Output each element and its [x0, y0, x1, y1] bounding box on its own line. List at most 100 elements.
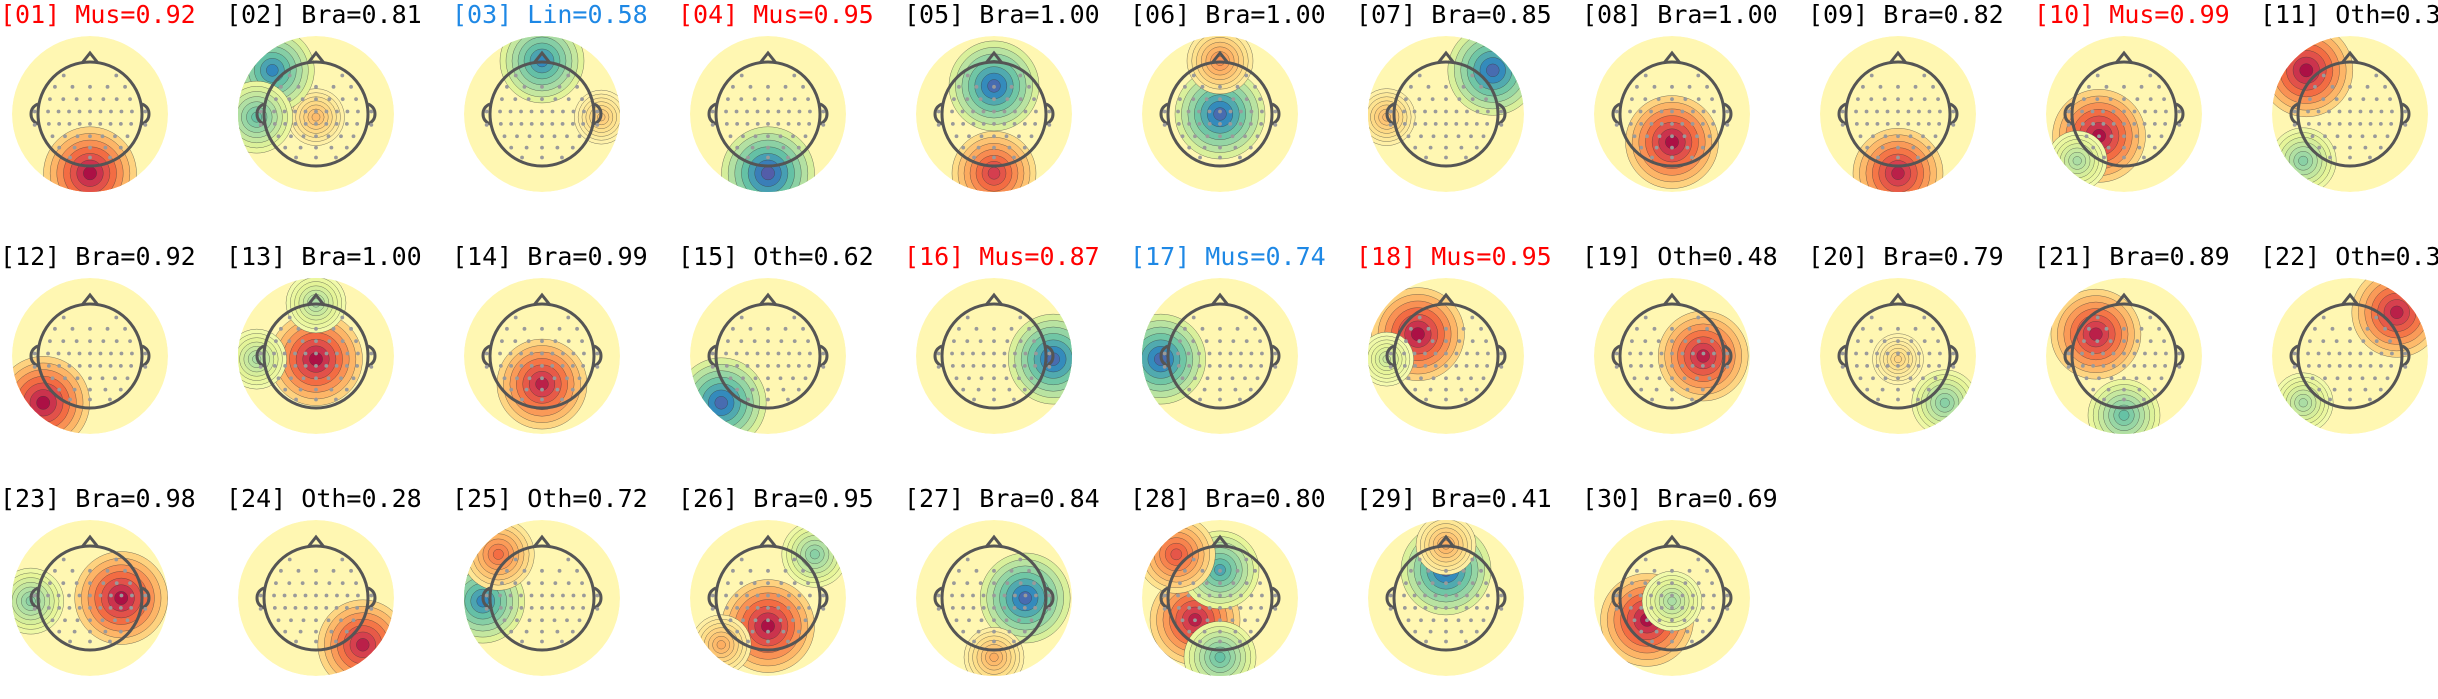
- electrode-dot: [1231, 581, 1236, 586]
- nose-marker: [758, 534, 778, 548]
- component-cell: [12] Bra=0.92: [0, 242, 225, 457]
- electrode-dot: [1444, 155, 1448, 160]
- electrode-dot: [88, 134, 92, 139]
- activation-contour: [2298, 398, 2308, 408]
- left-ear-marker: [29, 102, 39, 126]
- nose-marker: [984, 292, 1004, 306]
- electrode-dot: [502, 376, 507, 381]
- electrode-dot: [327, 581, 332, 586]
- electrode-dot: [1922, 73, 1927, 78]
- left-ear-marker: [707, 102, 717, 126]
- head-outline: [1618, 60, 1726, 168]
- electrode-dot: [1456, 376, 1461, 381]
- electrode-dot: [1710, 339, 1714, 344]
- electrode-dot: [334, 121, 339, 126]
- electrode-dot: [565, 618, 569, 623]
- electrode-dot: [75, 618, 80, 623]
- electrode-dot: [1424, 155, 1428, 160]
- electrode-dot: [960, 109, 965, 114]
- electrode-dot: [88, 387, 92, 392]
- topomap: [2272, 278, 2428, 434]
- electrode-dot: [540, 376, 544, 381]
- electrode-dot: [1444, 145, 1448, 150]
- electrode-dot: [293, 121, 298, 126]
- electrode-dot: [1670, 397, 1674, 402]
- topomap: [1142, 36, 1298, 192]
- electrode-dot: [746, 155, 750, 160]
- electrode-dot: [1906, 109, 1911, 114]
- electrode-dot: [821, 593, 826, 598]
- electrode-dot: [314, 639, 318, 644]
- electrode-dot: [739, 557, 744, 562]
- electrode-dot: [1193, 618, 1197, 623]
- head-outline: [488, 302, 596, 410]
- electrode-dot: [2163, 121, 2168, 126]
- electrode-dot: [369, 606, 374, 611]
- component-cell: [04] Mus=0.95: [678, 0, 903, 215]
- electrode-dot: [779, 97, 784, 102]
- component-cell: [16] Mus=0.87: [904, 242, 1129, 457]
- activation-contour: [716, 640, 726, 650]
- electrode-dot: [522, 568, 527, 573]
- electrode-dot: [595, 351, 600, 356]
- electrode-dot: [580, 97, 584, 102]
- electrode-dot: [1433, 351, 1438, 356]
- electrode-dot: [340, 581, 345, 586]
- right-ear-marker: [819, 586, 829, 610]
- electrode-dot: [314, 593, 318, 598]
- electrode-dot: [1614, 109, 1619, 114]
- component-title: [29] Bra=0.41: [1356, 484, 1552, 514]
- component-cell: [30] Bra=0.69: [1582, 484, 1807, 699]
- electrode-dot: [540, 97, 544, 102]
- electrode-dot: [976, 629, 981, 634]
- electrode-dot: [526, 339, 531, 344]
- electrode-dot: [1409, 568, 1413, 573]
- electrode-dot: [2095, 97, 2100, 102]
- electrode-dot: [314, 121, 318, 126]
- electrode-dot: [965, 581, 970, 586]
- activation-contour: [492, 548, 504, 560]
- electrode-dot: [781, 629, 786, 634]
- electrode-dot: [965, 73, 970, 78]
- right-ear-marker: [1497, 102, 1507, 126]
- activation-contour: [2118, 409, 2130, 421]
- electrode-dot: [1885, 351, 1890, 356]
- electrode-dot: [552, 376, 557, 381]
- electrode-dot: [2373, 134, 2377, 139]
- electrode-dot: [1176, 363, 1181, 368]
- nose-marker: [532, 50, 552, 64]
- electrode-dot: [1630, 339, 1634, 344]
- electrode-dot: [57, 363, 62, 368]
- electrode-dot: [509, 387, 514, 392]
- component-index: [14]: [452, 242, 513, 271]
- electrode-dot: [355, 121, 360, 126]
- electrode-dot: [766, 339, 770, 344]
- electrode-dot: [755, 363, 760, 368]
- electrode-dot: [2374, 339, 2379, 344]
- component-title: [10] Mus=0.99: [2034, 0, 2230, 30]
- component-index: [02]: [226, 0, 287, 29]
- electrode-dot: [2348, 363, 2352, 368]
- electrode-dot: [1047, 122, 1052, 127]
- electrode-dot: [129, 363, 134, 368]
- electrode-dot: [1259, 363, 1264, 368]
- electrode-dot: [1198, 397, 1202, 402]
- electrode-dot: [971, 351, 975, 356]
- electrode-dot: [979, 618, 984, 623]
- electrode-dot: [1659, 363, 1664, 368]
- electrode-dot: [2111, 351, 2116, 356]
- electrode-dot: [1419, 376, 1423, 381]
- electrode-dot: [1875, 351, 1879, 356]
- electrode-dot: [1864, 351, 1869, 356]
- electrode-dot: [560, 397, 564, 402]
- electrode-dot: [2388, 339, 2392, 344]
- electrode-dot: [1908, 376, 1913, 381]
- electrode-dot: [2327, 351, 2331, 356]
- electrode-dot: [1273, 122, 1278, 127]
- electrode-dot: [314, 387, 318, 392]
- electrode-dot: [796, 387, 801, 392]
- electrode-dot: [1896, 145, 1900, 150]
- electrode-dot: [2378, 387, 2383, 392]
- electrode-dot: [339, 134, 343, 139]
- topomap: [2272, 36, 2428, 192]
